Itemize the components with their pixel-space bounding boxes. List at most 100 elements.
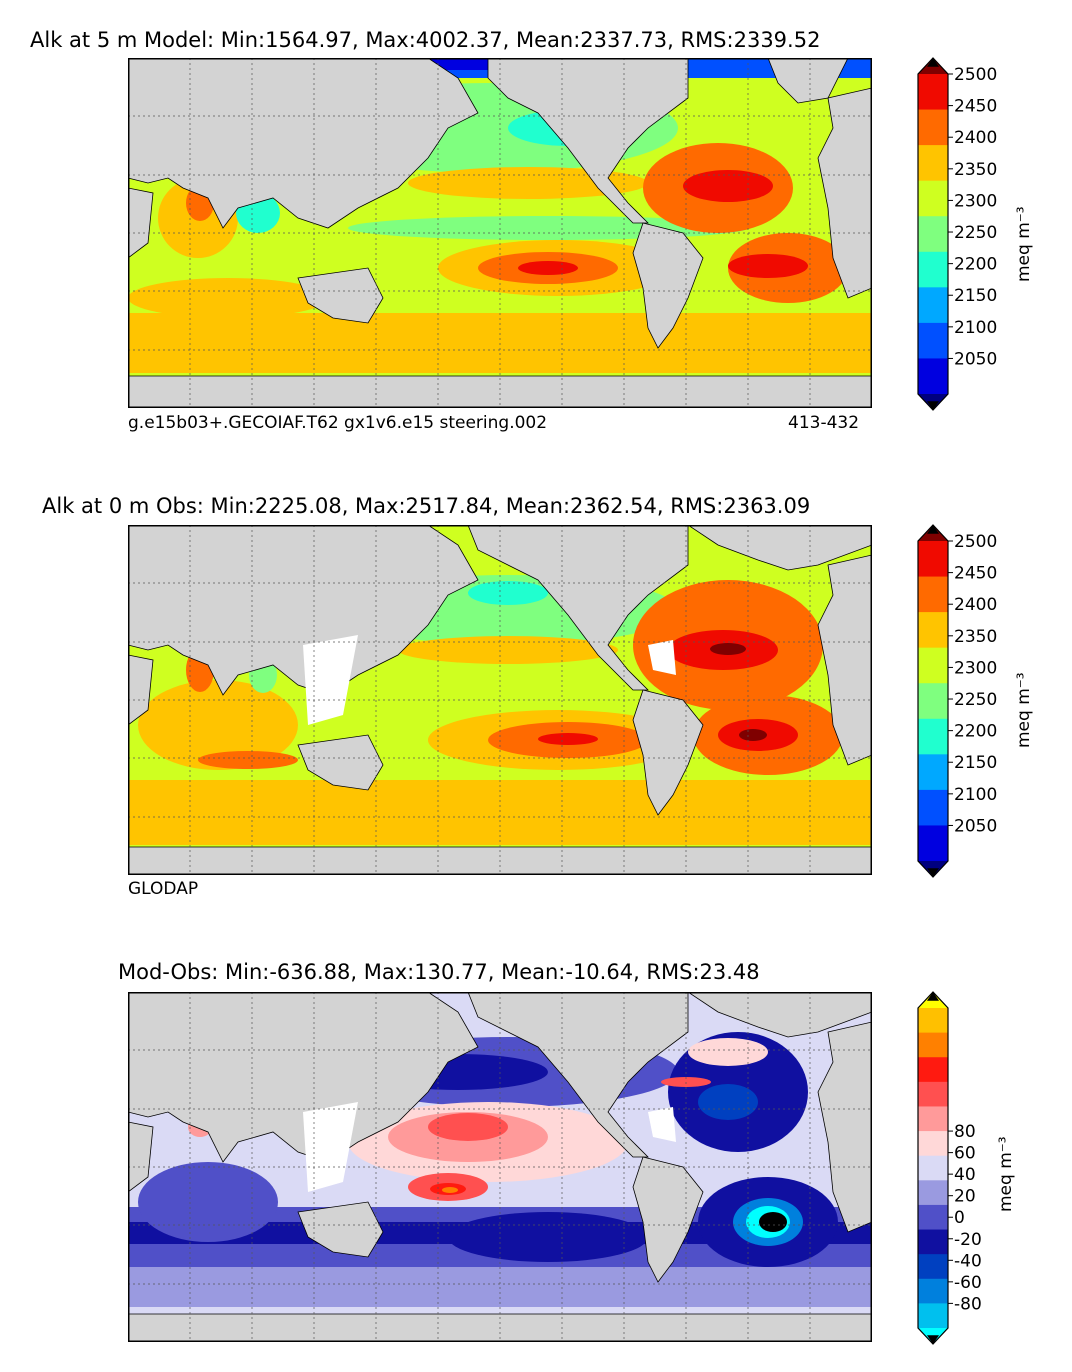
colorbar-tip-max (927, 525, 939, 534)
colorbar-bin (918, 251, 948, 288)
south-pacific-core (518, 261, 578, 275)
colorbar-tick-label: 80 (954, 1122, 976, 1142)
panel-3-colorbar-unit: meq m⁻³ (996, 1136, 1016, 1212)
colorbar-bin (918, 180, 948, 217)
panel-1-footer-right: 413-432 (788, 413, 860, 433)
colorbar-tick-label: -80 (954, 1294, 982, 1314)
colorbar-bin (918, 1254, 948, 1280)
colorbar-bin (918, 1303, 948, 1329)
map-frame (128, 525, 872, 875)
north-atlantic-red (683, 170, 773, 202)
colorbar-bin (918, 1204, 948, 1231)
colorbar-tip-min (927, 868, 939, 877)
pacific-red-north (428, 1113, 508, 1141)
north-atlantic-pink (688, 1038, 768, 1066)
colorbar-outline (917, 524, 949, 878)
graticule (128, 58, 872, 408)
colorbar-bin (918, 216, 948, 253)
indian-ocean-orange (138, 680, 298, 770)
southern-indian-orange (128, 278, 328, 318)
colorbar-tick-label: 2200 (954, 255, 997, 275)
colorbar-bin (918, 358, 948, 395)
colorbar-bin (918, 1032, 948, 1058)
south-pacific-blue (448, 1212, 648, 1262)
colorbar-bin (918, 825, 948, 862)
colorbar-bin (918, 1057, 948, 1083)
colorbar-tip-min (927, 1335, 939, 1344)
panel-3-map (128, 992, 872, 1342)
colorbar-tick-label: 2350 (954, 627, 997, 647)
panel-1-map (128, 58, 872, 408)
colorbar-tick-label: 2500 (954, 532, 997, 552)
africa-west (128, 187, 154, 259)
panel-2-title: Alk at 0 m Obs: Min:2225.08, Max:2517.84… (42, 494, 811, 518)
panel-2-footer-left: GLODAP (128, 879, 199, 899)
colorbar-bin (918, 1278, 948, 1304)
colorbar-tick-label: 2050 (954, 816, 997, 836)
colorbar-tick-label: 2150 (954, 753, 997, 773)
colorbar-svg: 2050 2100 2150 2200 2250 2300 2350 2400 2450 2500 (917, 524, 997, 878)
pacific-hotspot (442, 1187, 458, 1193)
colorbar-tick-label: 2100 (954, 785, 997, 805)
colorbar-tick-label: 20 (954, 1187, 976, 1207)
colorbar-svg: 2050 2100 2150 2200 2250 2300 2350 2400 2450 2500 (917, 57, 997, 411)
australia (297, 267, 384, 324)
colorbar-tip-max (927, 992, 939, 1001)
colorbar-outline (917, 991, 949, 1345)
colorbar-tick-label: 2050 (954, 349, 997, 369)
colorbar-bin (918, 74, 948, 111)
greenland (767, 58, 849, 104)
colorbar-bin (918, 145, 948, 182)
colorbar-outline (917, 57, 949, 411)
colorbar-tick-label: 60 (954, 1144, 976, 1164)
north-atlantic-deep (698, 1084, 758, 1120)
panel-3-colorbar: -80 -60 -40 -20 0 20 40 60 80 (917, 991, 1038, 1345)
colorbar-tick-label: 2300 (954, 658, 997, 678)
missing-data-regions (303, 1102, 676, 1192)
colorbar-bin (918, 1106, 948, 1132)
colorbar-tick-label: 2150 (954, 286, 997, 306)
panel-1-title: Alk at 5 m Model: Min:1564.97, Max:4002.… (30, 28, 821, 52)
north-america (487, 58, 689, 224)
eurasia (128, 58, 479, 229)
colorbar-tick-label: 2450 (954, 564, 997, 584)
colorbar-tick-label: 40 (954, 1165, 976, 1185)
colorbar-bin (918, 109, 948, 146)
colorbar-tick-label: 2100 (954, 318, 997, 338)
panel-3-title: Mod-Obs: Min:-636.88, Max:130.77, Mean:-… (118, 960, 760, 984)
panel-1-footer-left: g.e15b03+.GECOIAF.T62 gx1v6.e15 steering… (128, 413, 548, 433)
north-atlantic-core (710, 643, 746, 655)
panel-2-colorbar: 2050 2100 2150 2200 2250 2300 2350 2400 2450 2500 (917, 524, 1038, 878)
colorbar-bin (918, 1131, 948, 1157)
south-atlantic-red (728, 254, 808, 278)
south-pacific-core (538, 733, 598, 745)
subtropical-north-pacific (398, 636, 618, 664)
colorbar-bin (918, 1180, 948, 1206)
map-frame (128, 58, 872, 408)
colorbar-bin (918, 287, 948, 324)
europe-africa (817, 87, 872, 299)
colorbar-tick-label: 2500 (954, 65, 997, 85)
colorbar-tick-label: 2400 (954, 128, 997, 148)
graticule (128, 525, 872, 875)
colorbar-bin (918, 1155, 948, 1181)
graticule (128, 992, 872, 1342)
colorbar-tick-label: -60 (954, 1273, 982, 1293)
colorbar-tick-label: -40 (954, 1251, 982, 1271)
colorbar-tick-label: -20 (954, 1230, 982, 1250)
panel-2-map (128, 525, 872, 875)
north-pacific-cyan (468, 581, 548, 605)
indian-ocean-blue (138, 1162, 278, 1242)
colorbar-tick-label: 2250 (954, 223, 997, 243)
panel-2-colorbar-unit: meq m⁻³ (1014, 672, 1034, 748)
colorbar-tick-label: 2200 (954, 722, 997, 742)
colorbar-bin (918, 1081, 948, 1107)
panel-1-colorbar: 2050 2100 2150 2200 2250 2300 2350 2400 2450 2500 (917, 57, 1038, 411)
map-frame (128, 992, 872, 1342)
south-america (632, 222, 704, 349)
colorbar-bin (918, 1008, 948, 1034)
colorbar-tick-label: 0 (954, 1208, 965, 1228)
south-atlantic-core (739, 729, 767, 741)
south-indian-red (198, 751, 298, 769)
colorbar-bin (918, 541, 948, 578)
